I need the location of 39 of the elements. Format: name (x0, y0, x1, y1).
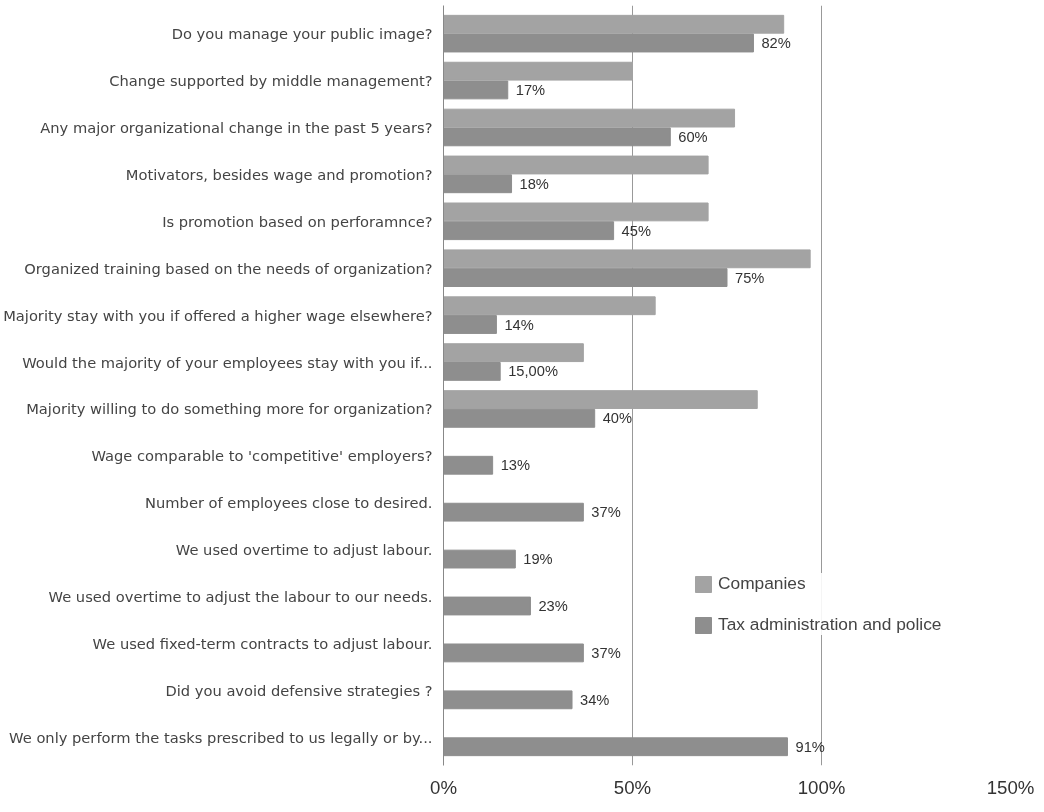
data-label: 15,00% (508, 363, 558, 380)
y-tick-label: Did you avoid defensive strategies ? (165, 681, 433, 699)
x-tick-label: 50% (613, 776, 652, 798)
y-tick-label: We only perform the tasks prescribed to us legally or by... (9, 728, 433, 746)
bar (443, 343, 584, 363)
y-tick-label: Do you manage your public image? (171, 25, 433, 43)
x-tick-label: 100% (797, 776, 846, 798)
data-label: 17% (515, 81, 546, 98)
data-label: 45% (621, 222, 651, 239)
data-label: 37% (591, 644, 621, 661)
y-tick-label: Motivators, besides wage and promotion? (125, 165, 433, 183)
y-tick-label: Organized training based on the needs of organization? (24, 259, 433, 277)
data-label: 14% (504, 316, 534, 333)
y-tick-label: We used fixed-term contracts to adjust labour. (92, 635, 433, 653)
data-label: 18% (519, 175, 549, 192)
x-tick-label: 0% (430, 776, 457, 798)
y-tick-label: Is promotion based on perforamnce? (162, 212, 433, 230)
data-label: 34% (580, 691, 610, 708)
legend-label: Tax administration and police (718, 614, 942, 635)
y-tick-label: Majority willing to do something more for organization? (26, 400, 433, 418)
data-label: 91% (795, 738, 825, 755)
data-label: 40% (602, 410, 633, 427)
y-tick-label: Any major organizational change in the past 5 years? (40, 118, 433, 136)
data-label: 60% (678, 128, 708, 145)
data-label: 82% (761, 35, 791, 52)
legend-label: Companies (718, 573, 806, 594)
x-tick-label: 150% (986, 776, 1035, 798)
y-tick-label: We used overtime to adjust the labour to our needs. (48, 588, 433, 606)
y-tick-label: We used overtime to adjust labour. (175, 541, 433, 559)
data-label: 23% (538, 597, 568, 614)
data-label: 19% (523, 551, 553, 568)
y-tick-label: Change supported by middle management? (109, 72, 433, 90)
data-label: 75% (735, 269, 765, 286)
y-tick-label: Wage comparable to 'competitive' employers? (91, 447, 433, 465)
y-tick-label: Majority stay with you if offered a higher wage elsewhere? (3, 306, 433, 324)
y-tick-label: Number of employees close to desired. (145, 494, 433, 512)
data-label: 13% (500, 457, 530, 474)
y-tick-label: Would the majority of your employees stay with you if... (22, 353, 433, 371)
data-label: 37% (591, 504, 621, 521)
